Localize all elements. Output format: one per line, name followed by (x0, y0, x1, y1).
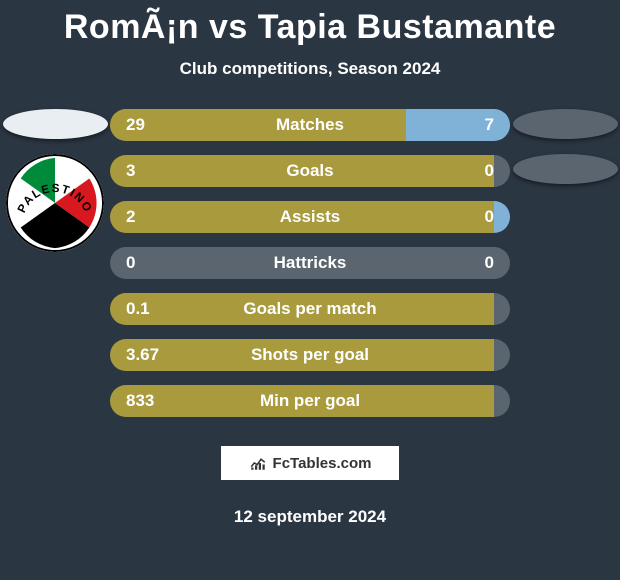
stat-right-segment (494, 339, 510, 371)
stat-row: 0.1Goals per match (110, 293, 510, 325)
stat-row: 00Hattricks (110, 247, 510, 279)
stat-left-segment: 2 (110, 201, 494, 233)
stat-right-value: 7 (485, 115, 494, 135)
right-country-badge-2 (513, 154, 618, 184)
stat-right-value: 0 (485, 207, 494, 227)
right-player-column (510, 109, 620, 184)
left-club-logo: PALESTINO (6, 154, 104, 252)
stat-right-segment: 0 (494, 155, 510, 187)
branding-text: FcTables.com (273, 455, 372, 472)
stat-left-segment: 3.67 (110, 339, 494, 371)
stat-left-segment: 3 (110, 155, 494, 187)
left-player-column: PALESTINO (0, 109, 110, 252)
branding-badge: FcTables.com (220, 445, 400, 481)
stat-row: 20Assists (110, 201, 510, 233)
stat-row: 833Min per goal (110, 385, 510, 417)
right-country-badge-1 (513, 109, 618, 139)
stat-right-value: 0 (485, 161, 494, 181)
subtitle: Club competitions, Season 2024 (0, 59, 620, 79)
stat-left-value: 2 (126, 207, 135, 227)
page-title: RomÃ¡n vs Tapia Bustamante (0, 0, 620, 47)
left-country-badge (3, 109, 108, 139)
stat-bars: 297Matches30Goals20Assists00Hattricks0.1… (110, 109, 510, 417)
chart-icon (249, 454, 267, 472)
stat-left-value: 3 (126, 161, 135, 181)
date-label: 12 september 2024 (0, 507, 620, 527)
stat-row: 30Goals (110, 155, 510, 187)
stat-left-value: 833 (126, 391, 154, 411)
stat-right-segment: 0 (310, 247, 510, 279)
stat-left-value: 0 (126, 253, 135, 273)
stat-left-segment: 0.1 (110, 293, 494, 325)
palestino-logo-icon: PALESTINO (6, 154, 104, 252)
stat-right-segment (494, 385, 510, 417)
stat-right-value: 0 (485, 253, 494, 273)
stat-row: 3.67Shots per goal (110, 339, 510, 371)
stat-right-segment (494, 293, 510, 325)
stat-left-value: 29 (126, 115, 145, 135)
stat-right-segment: 7 (406, 109, 510, 141)
stat-row: 297Matches (110, 109, 510, 141)
stat-left-segment: 833 (110, 385, 494, 417)
stat-left-segment: 29 (110, 109, 406, 141)
stat-left-value: 3.67 (126, 345, 159, 365)
content-area: PALESTINO 297Matches30Goals20Assists00Ha… (0, 109, 620, 417)
stat-left-value: 0.1 (126, 299, 150, 319)
stat-left-segment: 0 (110, 247, 310, 279)
stat-right-segment: 0 (494, 201, 510, 233)
